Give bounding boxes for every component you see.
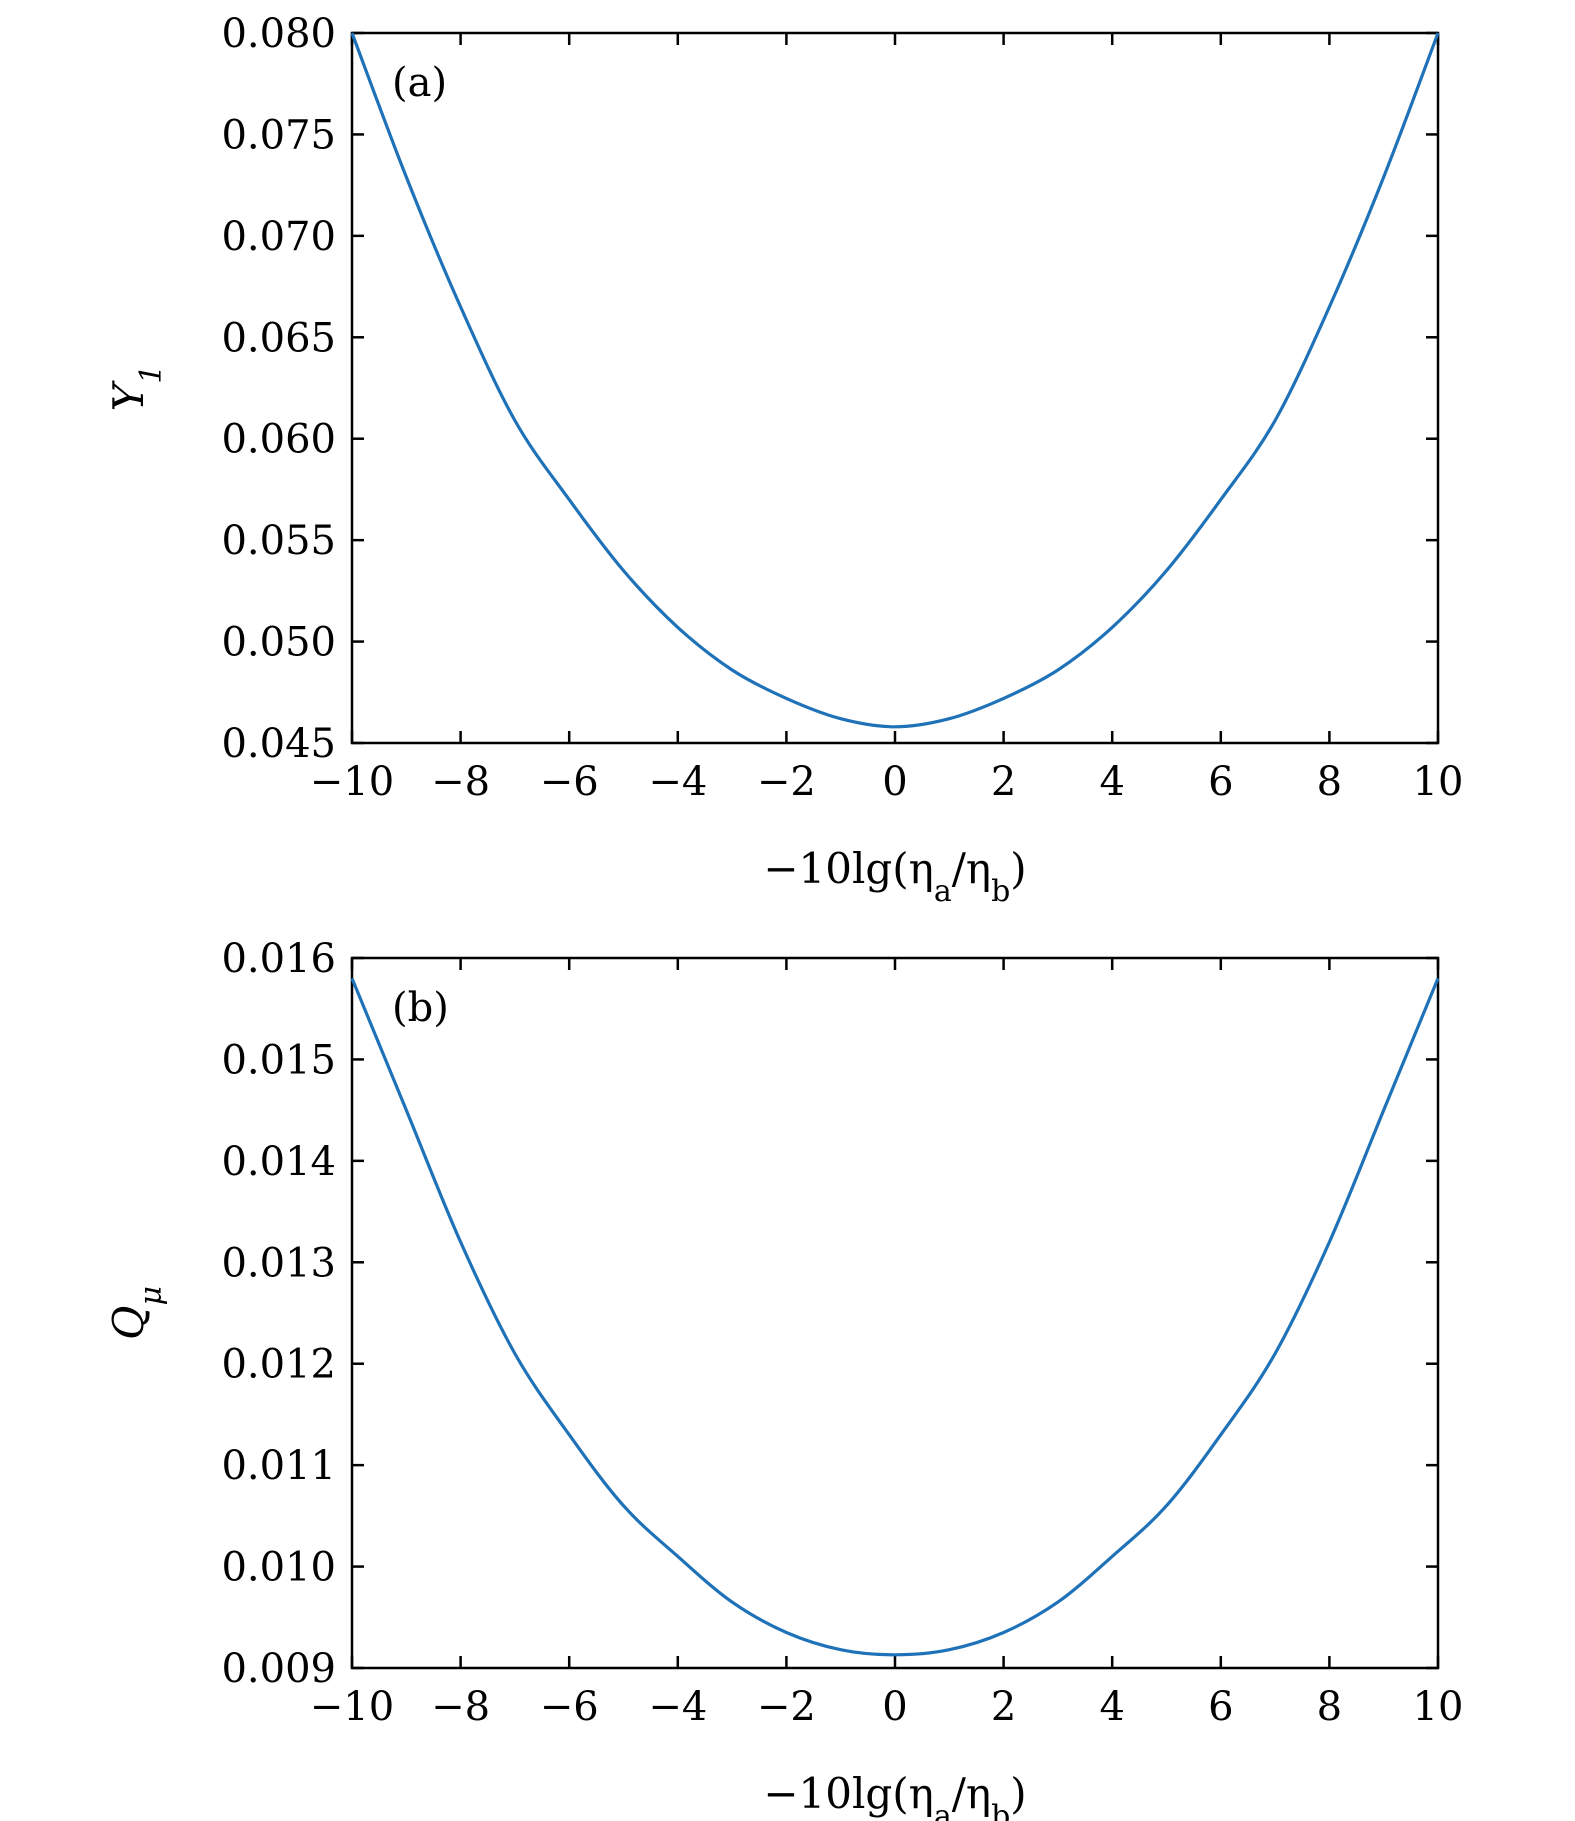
x-tick-label-a: 8 [1317,759,1342,805]
panel-label-b: (b) [392,985,449,1031]
panel-b: −10 −8 −6 −4 −2 0 2 4 6 8 10 0.009 0.010 0.011 0.012 0.… [104,936,1463,1821]
plot-frame-b [350,956,1440,1670]
y-tick-label-a: 0.060 [221,417,336,463]
x-axis-label-a: −10lg(ηa/ηb) [763,844,1026,909]
y-tick-label-a: 0.075 [221,112,336,158]
y-axis-label-a: Y1 [104,365,169,412]
y-tick-label-b: 0.009 [221,1646,336,1692]
panel-a: −10 −8 −6 −4 −2 0 2 4 6 8 10 0.045 0.050 0.055 0.060 0.… [104,11,1463,909]
y-tick-label-a: 0.045 [221,721,336,767]
x-tick-label-b: 8 [1317,1684,1342,1730]
y-tick-label-a: 0.080 [221,11,336,57]
x-tick-label-b: 6 [1208,1684,1233,1730]
x-tick-label-a: 2 [991,759,1016,805]
x-tick-label-a: 6 [1208,759,1233,805]
y-tick-label-a: 0.070 [221,214,336,260]
x-tick-label-a: 10 [1413,759,1464,805]
y-tick-label-b: 0.011 [221,1443,336,1489]
x-tick-label-b: −6 [540,1684,599,1730]
y-tick-label-b: 0.013 [221,1240,336,1286]
y-tick-label-b: 0.016 [221,936,336,982]
x-tick-label-a: −2 [757,759,816,805]
x-tick-label-b: 0 [882,1684,907,1730]
plot-frame-a [350,31,1440,745]
y-tick-label-a: 0.065 [221,315,336,361]
x-tick-label-b: 10 [1413,1684,1464,1730]
y-tick-label-b: 0.010 [221,1545,336,1591]
x-tick-label-a: 4 [1099,759,1124,805]
y-tick-label-b: 0.014 [221,1139,336,1185]
y-tick-label-a: 0.055 [221,518,336,564]
x-tick-label-a: −8 [431,759,490,805]
ticks-a: −10 −8 −6 −4 −2 0 2 4 6 8 10 0.045 0.050 0.055 0.060 0.… [221,11,1463,805]
x-axis-label-b: −10lg(ηa/ηb) [763,1769,1026,1821]
x-tick-label-b: −10 [310,1684,394,1730]
ticks-b: −10 −8 −6 −4 −2 0 2 4 6 8 10 0.009 0.010 0.011 0.012 0.… [221,936,1463,1730]
series-line-b [350,977,1440,1657]
y-tick-label-a: 0.050 [221,620,336,666]
x-tick-label-b: −4 [648,1684,707,1730]
y-tick-label-b: 0.015 [221,1037,336,1083]
x-tick-label-b: 2 [991,1684,1016,1730]
x-tick-label-a: −4 [648,759,707,805]
x-tick-label-b: 4 [1099,1684,1124,1730]
x-tick-label-a: −10 [310,759,394,805]
panel-label-a: (a) [392,60,447,106]
y-axis-label-b: Qμ [104,1286,169,1340]
x-tick-label-b: −2 [757,1684,816,1730]
x-tick-label-a: 0 [882,759,907,805]
series-line-a [350,32,1440,729]
x-tick-label-a: −6 [540,759,599,805]
y-tick-label-b: 0.012 [221,1342,336,1388]
x-tick-label-b: −8 [431,1684,490,1730]
